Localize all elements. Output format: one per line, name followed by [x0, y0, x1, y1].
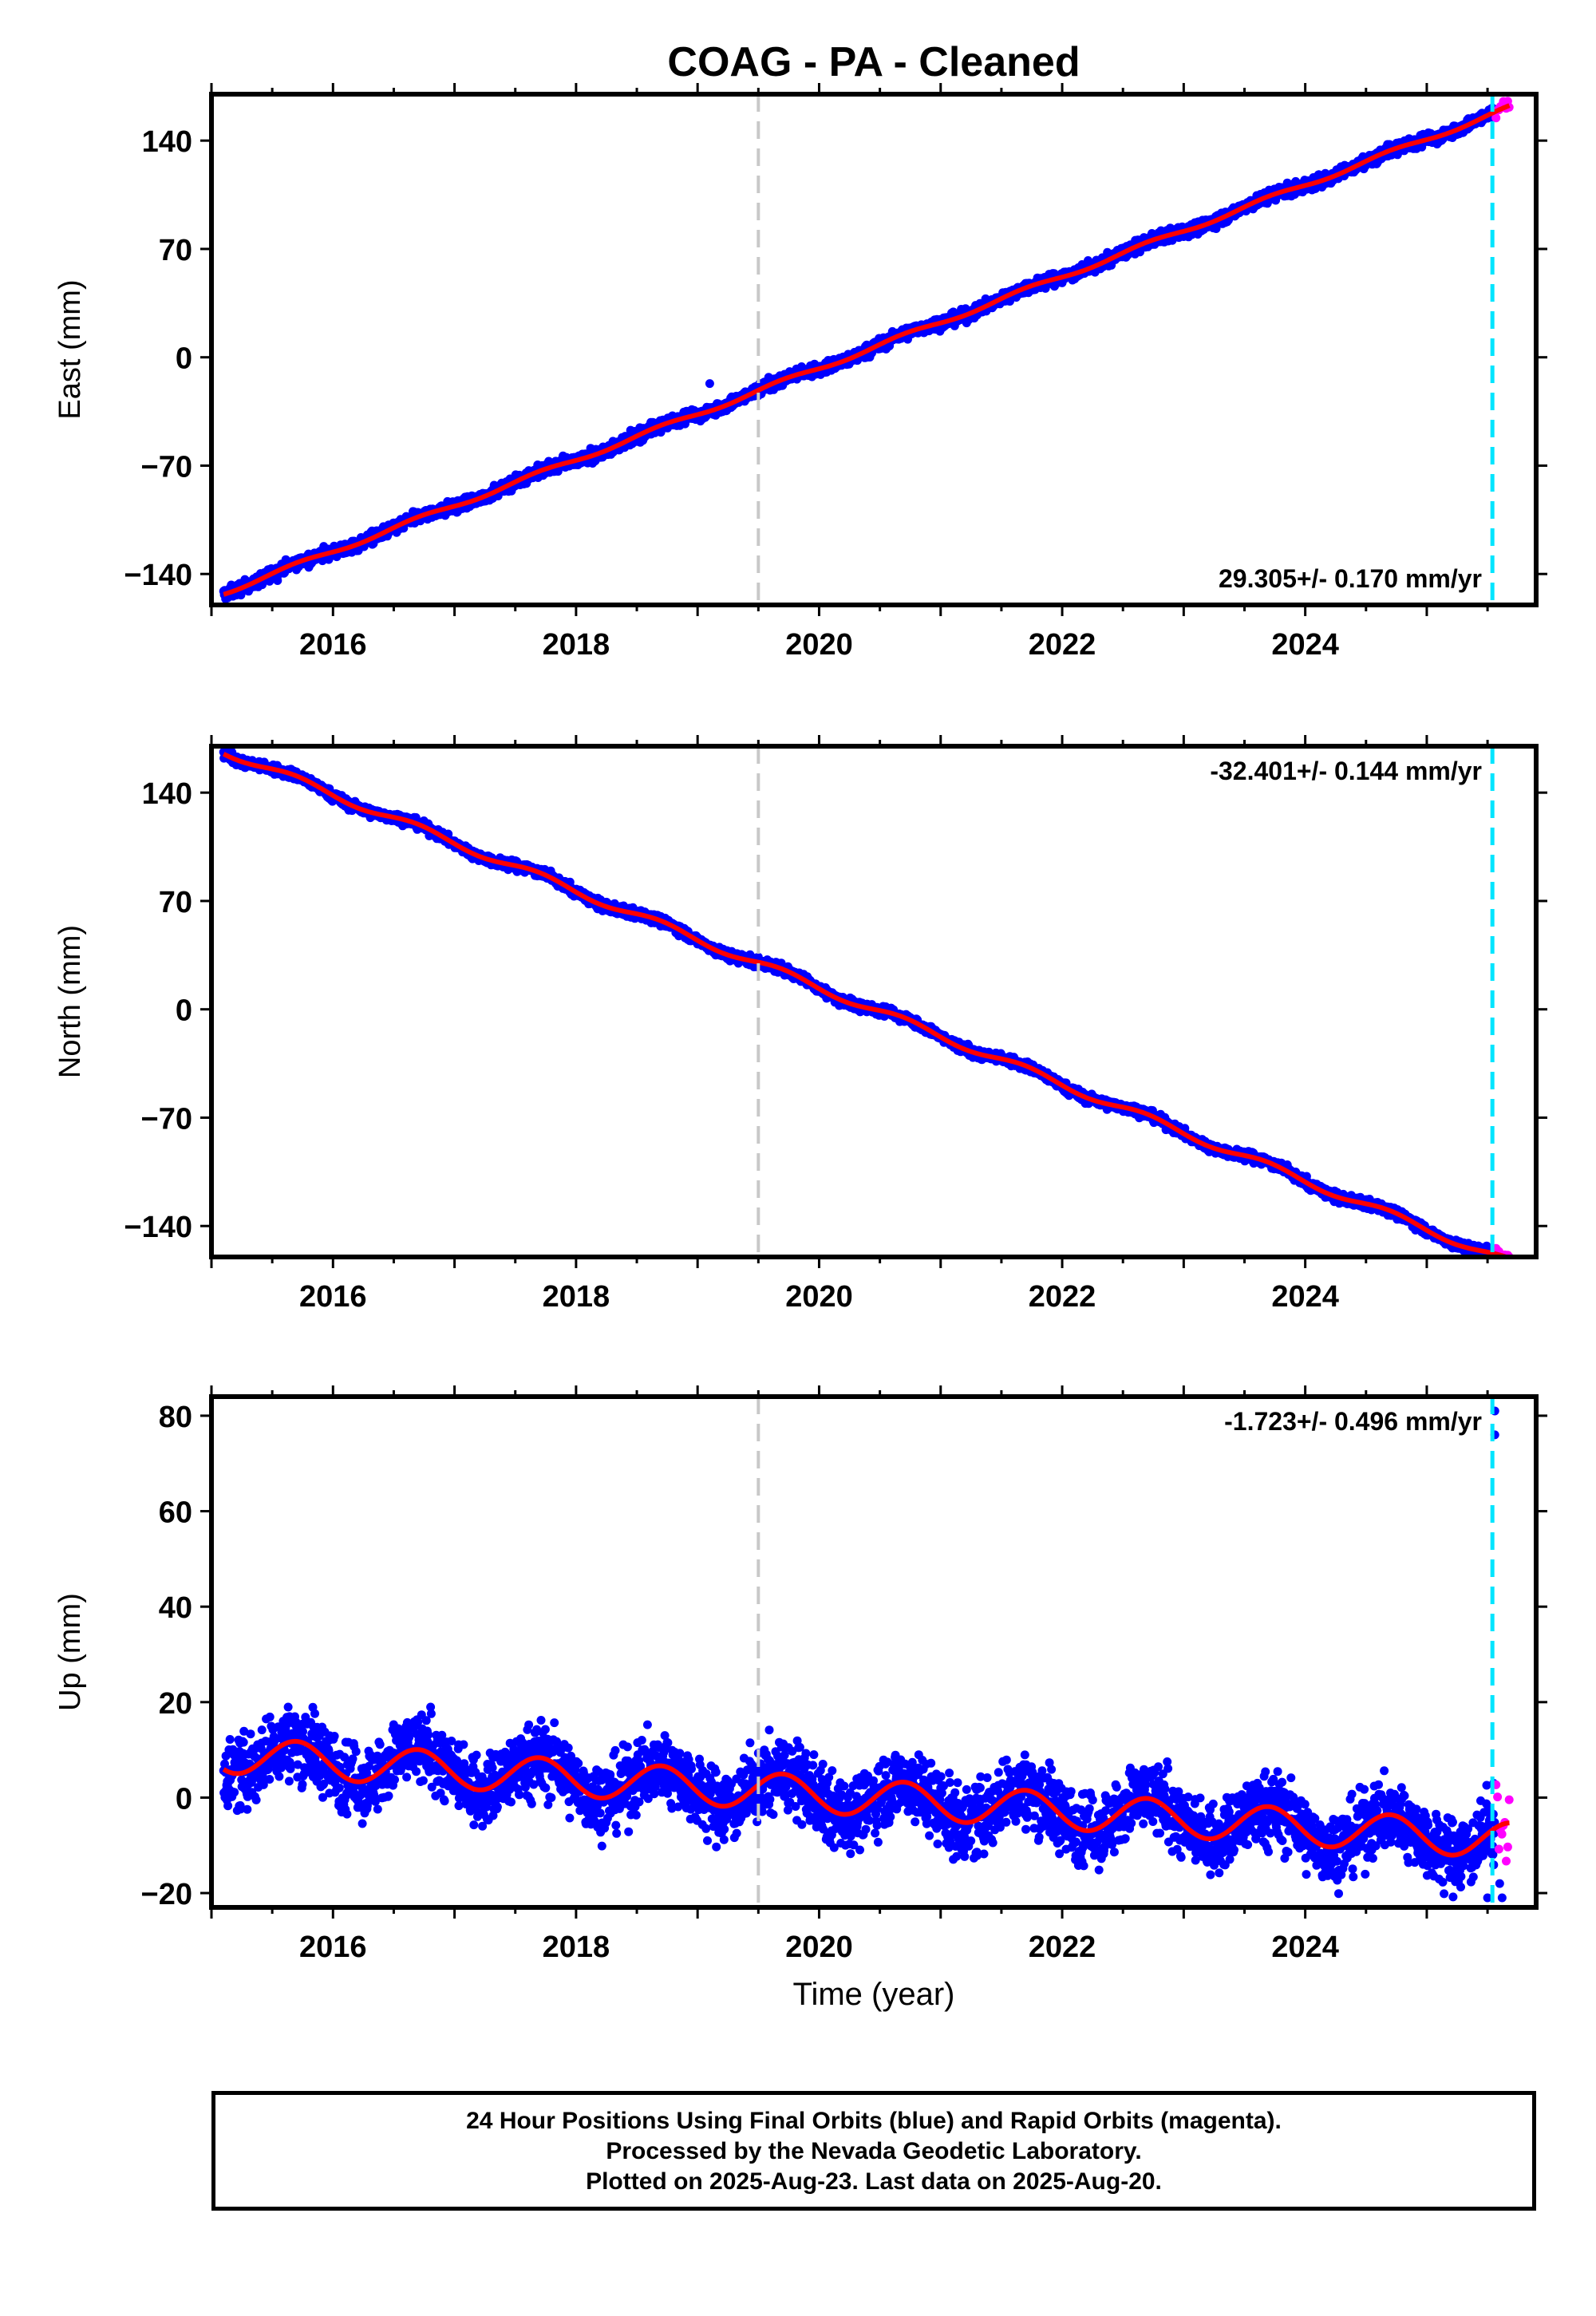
y-tick-label: 0 — [176, 342, 192, 376]
panel-east: −140 −70 0 70 140 2016 2018 2020 2022 2024 East (m… — [53, 83, 1547, 662]
y-tick-label: 70 — [159, 234, 192, 267]
outlier-point — [705, 379, 714, 389]
y-axis-label: East (mm) — [53, 279, 87, 419]
plot-area-north — [219, 746, 1514, 1257]
x-tick-label: 2020 — [785, 628, 853, 662]
figure-title: COAG - PA - Cleaned — [667, 39, 1080, 85]
velocity-annotation: 29.305+/- 0.170 mm/yr — [1219, 564, 1482, 593]
y-tick-label: −70 — [141, 450, 192, 484]
x-tick-label: 2024 — [1271, 628, 1339, 662]
panels: −140 −70 0 70 140 2016 2018 2020 2022 2024 East (m… — [53, 83, 1547, 2012]
plot-area-east — [219, 97, 1514, 603]
x-tick-label: 2016 — [299, 628, 367, 662]
y-tick-label: −140 — [124, 559, 192, 592]
data-point — [1211, 224, 1221, 233]
x-tick-label: 2022 — [1029, 628, 1096, 662]
y-tick-label: 140 — [142, 125, 192, 159]
x-tick-label: 2018 — [543, 628, 610, 662]
